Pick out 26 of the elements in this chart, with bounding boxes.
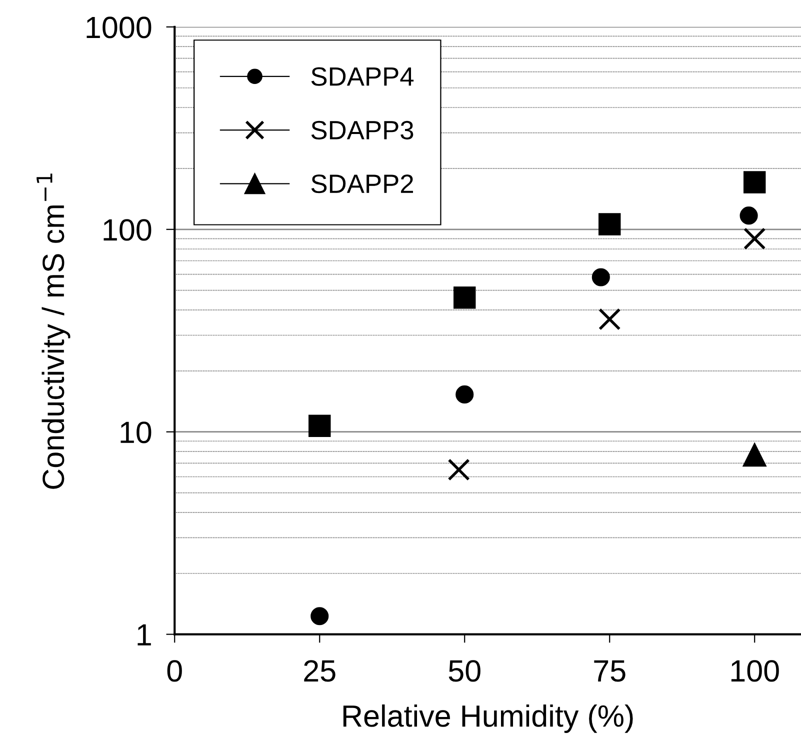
x-tick-label: 100 [731, 660, 779, 682]
x-tick-label: 75 [594, 660, 626, 682]
point [598, 308, 621, 330]
point [592, 268, 610, 286]
point [743, 228, 766, 250]
legend-label: SDAPP2 [311, 174, 413, 194]
y-axis-title: Conductivity / mS cm$^{−1}$ [36, 174, 70, 489]
point [456, 385, 474, 404]
y-tick-label: 1 [138, 624, 151, 646]
legend-label: SDAPP4 [311, 67, 414, 86]
point [448, 458, 470, 481]
point [743, 171, 766, 194]
x-tick-label: 50 [448, 660, 480, 682]
legend-label: SDAPP3 [311, 120, 414, 140]
y-tick-label: 1000 [86, 16, 152, 38]
point [598, 213, 621, 236]
x-tick-label: 25 [304, 660, 336, 682]
y-tick-label: 10 [120, 422, 152, 444]
x-tick-label: 0 [167, 660, 182, 682]
point [308, 414, 331, 438]
point [310, 607, 329, 626]
point [742, 443, 766, 467]
point [454, 286, 476, 309]
x-axis-title: Relative Humidity (%) [343, 704, 633, 733]
point [740, 206, 758, 225]
y-tick-label: 100 [104, 219, 152, 241]
